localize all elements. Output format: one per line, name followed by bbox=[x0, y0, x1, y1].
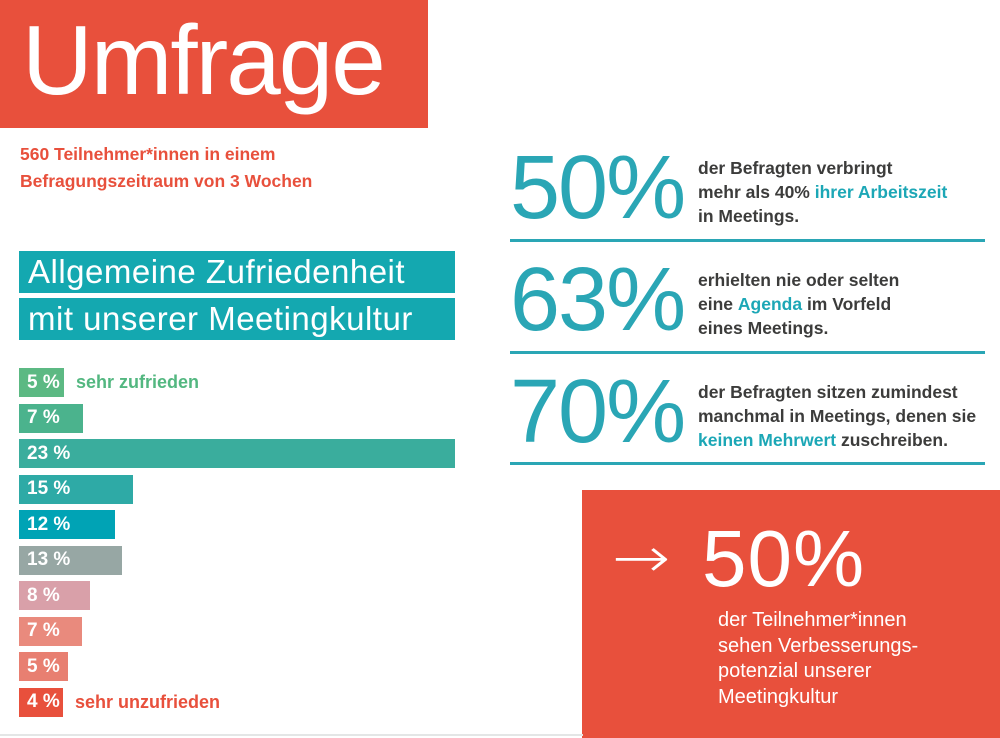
satisfaction-bar-chart: 5 % sehr zufrieden 7 % 23 % 15 % 12 % 13… bbox=[19, 368, 455, 723]
bar-row: 7 % bbox=[19, 616, 455, 646]
stat-description: der Befragten verbringt mehr als 40% ihr… bbox=[698, 146, 947, 228]
bar-row: 7 % bbox=[19, 403, 455, 433]
bar-value-label: 8 % bbox=[27, 584, 60, 606]
scale-label-top: sehr zufrieden bbox=[76, 372, 200, 392]
stat-description: der Befragten sitzen zumindest manchmal … bbox=[698, 370, 976, 452]
callout-line: Meetingkultur bbox=[718, 685, 839, 708]
stat-line: manchmal in Meetings, denen sie bbox=[698, 406, 977, 426]
bar-row: 8 % bbox=[19, 581, 455, 610]
bar: 12 % bbox=[19, 510, 115, 539]
stat-divider bbox=[510, 239, 985, 242]
bar: 5 % bbox=[19, 368, 64, 397]
stat-description: erhielten nie oder selten eine Agenda im… bbox=[698, 258, 899, 340]
stat-line: erhielten nie oder selten bbox=[698, 270, 900, 290]
subtitle-line-2: Befragungszeitraum von 3 Wochen bbox=[20, 171, 313, 191]
stat-value: 70% bbox=[510, 362, 686, 462]
bar-row: 23 % bbox=[19, 439, 455, 468]
stat-value: 63% bbox=[510, 250, 686, 350]
bar-row: 15 % bbox=[19, 474, 455, 504]
bar-value-label: 4 % bbox=[27, 691, 60, 712]
stat-block-mehrwert: 70% der Befragten sitzen zumindest manch… bbox=[510, 362, 988, 462]
stat-line: mehr als 40% ihrer Arbeitszeit bbox=[698, 182, 948, 202]
section-heading-line-1: Allgemeine Zufriedenheit bbox=[19, 251, 455, 293]
stat-block-agenda: 63% erhielten nie oder selten eine Agend… bbox=[510, 250, 988, 350]
bar-value-label: 5 % bbox=[27, 655, 60, 677]
subtitle-line-1: 560 Teilnehmer*innen in einem bbox=[20, 144, 276, 164]
bar: 7 % bbox=[19, 616, 82, 646]
bar-value-label: 12 % bbox=[27, 513, 71, 535]
stat-line: eines Meetings. bbox=[698, 318, 829, 338]
callout-line: sehen Verbesserungs- bbox=[718, 634, 919, 657]
bar: 13 % bbox=[19, 545, 122, 575]
bar: 7 % bbox=[19, 403, 83, 433]
callout-line: der Teilnehmer*innen bbox=[718, 609, 907, 631]
bar-value-label: 13 % bbox=[27, 549, 71, 570]
bar: 4 % bbox=[19, 687, 63, 717]
callout-box: → 50% der Teilnehmer*innen sehen Verbess… bbox=[582, 490, 1000, 738]
callout-header: → 50% bbox=[612, 514, 1000, 603]
bar-row: 5 % bbox=[19, 652, 455, 681]
bar-value-label: 7 % bbox=[27, 407, 60, 428]
callout-text: der Teilnehmer*innen sehen Verbesserungs… bbox=[718, 608, 1000, 710]
bottom-divider bbox=[0, 734, 583, 736]
survey-subtitle: 560 Teilnehmer*innen in einem Befragungs… bbox=[20, 141, 312, 195]
bar-value-label: 5 % bbox=[27, 371, 60, 393]
bar-value-label: 7 % bbox=[27, 620, 60, 641]
bar: 8 % bbox=[19, 581, 90, 610]
scale-label-bottom: sehr unzufrieden bbox=[75, 691, 221, 712]
stat-divider bbox=[510, 462, 985, 465]
bar: 23 % bbox=[19, 439, 455, 468]
stat-divider bbox=[510, 351, 985, 354]
bar-row: 5 % sehr zufrieden bbox=[19, 368, 455, 397]
stat-value: 50% bbox=[510, 138, 686, 238]
stat-line: eine Agenda im Vorfeld bbox=[698, 294, 892, 314]
bar-row: 13 % bbox=[19, 545, 455, 575]
bar-row: 12 % bbox=[19, 510, 455, 539]
stat-line: der Befragten sitzen zumindest bbox=[698, 382, 958, 402]
page-title: Umfrage bbox=[22, 5, 386, 115]
bar: 5 % bbox=[19, 652, 68, 681]
stat-block-worktime: 50% der Befragten verbringt mehr als 40%… bbox=[510, 138, 988, 238]
bar-row: 4 % sehr unzufrieden bbox=[19, 687, 455, 717]
bar-value-label: 15 % bbox=[27, 478, 71, 499]
callout-line: potenzial unserer bbox=[718, 660, 872, 682]
stat-line: keinen Mehrwert zuschreiben. bbox=[698, 430, 948, 450]
section-heading-line-2: mit unserer Meetingkultur bbox=[19, 298, 455, 340]
section-heading: Allgemeine Zufriedenheit mit unserer Mee… bbox=[19, 251, 455, 345]
bar-value-label: 23 % bbox=[27, 442, 71, 464]
bar: 15 % bbox=[19, 474, 133, 504]
stat-line: in Meetings. bbox=[698, 206, 800, 226]
arrow-right-icon: → bbox=[612, 526, 671, 591]
title-banner: Umfrage bbox=[0, 0, 428, 128]
stat-line: der Befragten verbringt bbox=[698, 158, 893, 178]
callout-value: 50% bbox=[702, 514, 866, 603]
